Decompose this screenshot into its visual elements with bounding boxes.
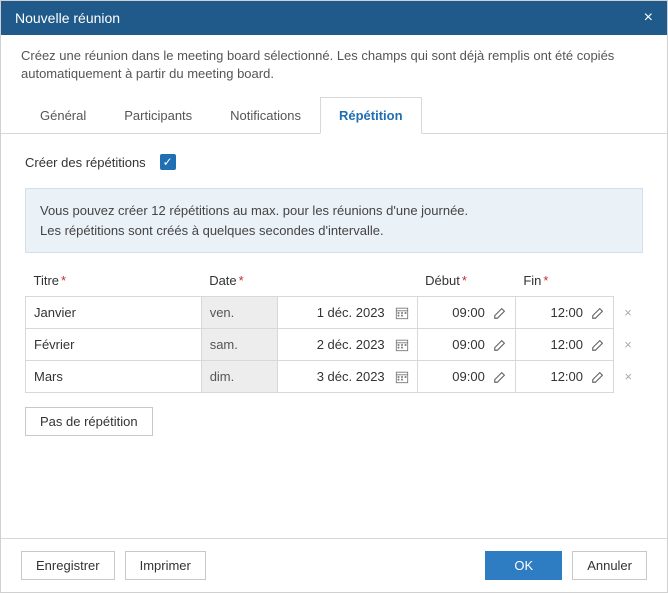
col-end: Fin* <box>515 265 613 297</box>
col-title: Titre* <box>26 265 202 297</box>
repetition-info-line1: Vous pouvez créer 12 répétitions au max.… <box>40 201 628 221</box>
create-repetitions-row: Créer des répétitions ✓ <box>25 154 643 170</box>
pencil-icon[interactable] <box>591 370 605 384</box>
dialog-description: Créez une réunion dans le meeting board … <box>1 35 667 97</box>
col-title-label: Titre <box>34 273 60 288</box>
pencil-icon[interactable] <box>493 338 507 352</box>
cell-end[interactable]: 12:00 <box>515 329 613 361</box>
tab-bar: Général Participants Notifications Répét… <box>1 97 667 134</box>
pencil-icon[interactable] <box>591 338 605 352</box>
cell-end[interactable]: 12:00 <box>515 297 613 329</box>
cell-day: sam. <box>201 329 277 361</box>
calendar-icon[interactable] <box>395 370 409 384</box>
cell-title[interactable]: Mars <box>26 361 202 393</box>
no-repetition-button[interactable]: Pas de répétition <box>25 407 153 436</box>
cell-date[interactable]: 1 déc. 2023 <box>278 297 418 329</box>
cell-date-value: 3 déc. 2023 <box>317 369 385 384</box>
cell-date[interactable]: 3 déc. 2023 <box>278 361 418 393</box>
cell-date[interactable]: 2 déc. 2023 <box>278 329 418 361</box>
pencil-icon[interactable] <box>493 370 507 384</box>
cell-start-value: 09:00 <box>452 337 485 352</box>
tab-participants[interactable]: Participants <box>105 97 211 134</box>
dialog-titlebar: Nouvelle réunion × <box>1 1 667 35</box>
calendar-icon[interactable] <box>395 338 409 352</box>
cell-end-value: 12:00 <box>550 337 583 352</box>
required-marker: * <box>543 273 548 288</box>
required-marker: * <box>61 273 66 288</box>
cell-end[interactable]: 12:00 <box>515 361 613 393</box>
cell-start-value: 09:00 <box>452 305 485 320</box>
create-repetitions-label: Créer des répétitions <box>25 155 146 170</box>
cell-day: ven. <box>201 297 277 329</box>
pencil-icon[interactable] <box>591 306 605 320</box>
col-end-label: Fin <box>523 273 541 288</box>
tab-content-repetition: Créer des répétitions ✓ Vous pouvez crée… <box>1 134 667 538</box>
col-date-label: Date <box>209 273 236 288</box>
cell-start-value: 09:00 <box>452 369 485 384</box>
cell-date-value: 1 déc. 2023 <box>317 305 385 320</box>
col-start: Début* <box>417 265 515 297</box>
repetition-info-line2: Les répétitions sont créés à quelques se… <box>40 221 628 241</box>
dialog-footer: Enregistrer Imprimer OK Annuler <box>1 538 667 592</box>
tab-notifications[interactable]: Notifications <box>211 97 320 134</box>
table-row: Janvierven. 1 déc. 2023 09:00 12:00 × <box>26 297 643 329</box>
delete-row-button[interactable]: × <box>614 361 643 393</box>
cell-day: dim. <box>201 361 277 393</box>
calendar-icon[interactable] <box>395 306 409 320</box>
delete-row-button[interactable]: × <box>614 329 643 361</box>
save-button[interactable]: Enregistrer <box>21 551 115 580</box>
print-button[interactable]: Imprimer <box>125 551 206 580</box>
col-date: Date* <box>201 265 417 297</box>
table-row: Févriersam. 2 déc. 2023 09:00 12:00 × <box>26 329 643 361</box>
table-row: Marsdim. 3 déc. 2023 09:00 12:00 × <box>26 361 643 393</box>
close-icon[interactable]: × <box>644 9 653 27</box>
delete-row-button[interactable]: × <box>614 297 643 329</box>
repetitions-table: Titre* Date* Début* Fin* Janvierven.1 dé… <box>25 265 643 393</box>
cell-date-value: 2 déc. 2023 <box>317 337 385 352</box>
cell-end-value: 12:00 <box>550 305 583 320</box>
create-repetitions-checkbox[interactable]: ✓ <box>160 154 176 170</box>
cell-start[interactable]: 09:00 <box>417 297 515 329</box>
tab-repetition[interactable]: Répétition <box>320 97 422 134</box>
pencil-icon[interactable] <box>493 306 507 320</box>
required-marker: * <box>239 273 244 288</box>
cell-start[interactable]: 09:00 <box>417 329 515 361</box>
cell-title[interactable]: Février <box>26 329 202 361</box>
ok-button[interactable]: OK <box>485 551 562 580</box>
col-start-label: Début <box>425 273 460 288</box>
cell-title[interactable]: Janvier <box>26 297 202 329</box>
tab-general[interactable]: Général <box>21 97 105 134</box>
required-marker: * <box>462 273 467 288</box>
cell-start[interactable]: 09:00 <box>417 361 515 393</box>
repetition-info: Vous pouvez créer 12 répétitions au max.… <box>25 188 643 253</box>
cell-end-value: 12:00 <box>550 369 583 384</box>
dialog-title: Nouvelle réunion <box>15 10 120 26</box>
cancel-button[interactable]: Annuler <box>572 551 647 580</box>
